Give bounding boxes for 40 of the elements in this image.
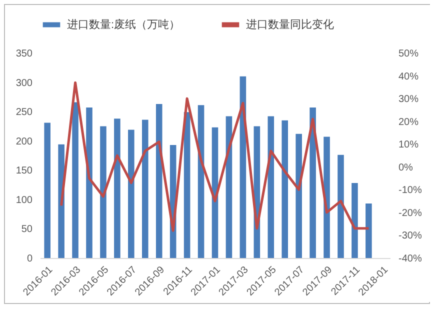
bar bbox=[44, 122, 50, 258]
y-tick-label: 100 bbox=[16, 194, 33, 206]
line-series bbox=[60, 81, 370, 232]
y2-tick-label: -40% bbox=[398, 254, 422, 264]
y2-tick-label: 10% bbox=[398, 140, 419, 151]
bar bbox=[268, 116, 274, 258]
bar bbox=[86, 107, 92, 258]
bar bbox=[198, 105, 204, 258]
y-tick-label: 200 bbox=[16, 136, 33, 148]
bar bbox=[338, 154, 344, 258]
y2-tick-label: -10% bbox=[398, 185, 422, 196]
y-tick-label: 50 bbox=[21, 224, 33, 236]
y2-tick-label: -30% bbox=[398, 230, 422, 242]
bar bbox=[282, 120, 288, 258]
bar bbox=[352, 183, 358, 258]
bar bbox=[156, 104, 162, 258]
y2-tick-label: 30% bbox=[398, 94, 419, 106]
bar bbox=[184, 112, 190, 258]
legend-label: 进口数量:废纸（万吨） bbox=[67, 18, 180, 31]
y-tick-label: 250 bbox=[16, 107, 33, 118]
y2-tick-label: 20% bbox=[398, 116, 419, 128]
bar bbox=[366, 204, 372, 258]
y-tick-label: 150 bbox=[16, 166, 33, 177]
y-tick-label: 0 bbox=[26, 254, 33, 264]
bar bbox=[72, 102, 78, 258]
bar bbox=[324, 136, 330, 258]
bar bbox=[296, 134, 302, 258]
y-tick-label: 300 bbox=[16, 78, 33, 89]
legend-label: 进口数量同比变化 bbox=[246, 18, 334, 31]
bar bbox=[142, 120, 148, 258]
bar bbox=[58, 144, 64, 258]
y2-tick-label: 50% bbox=[398, 48, 419, 60]
bar bbox=[100, 126, 106, 258]
y2-tick-label: 0% bbox=[398, 162, 414, 174]
y2-tick-label: -20% bbox=[398, 208, 422, 219]
bar bbox=[114, 118, 120, 258]
bar bbox=[310, 107, 316, 258]
y2-tick-label: 40% bbox=[398, 71, 419, 82]
y-tick-label: 350 bbox=[16, 48, 33, 60]
bar bbox=[128, 130, 134, 258]
